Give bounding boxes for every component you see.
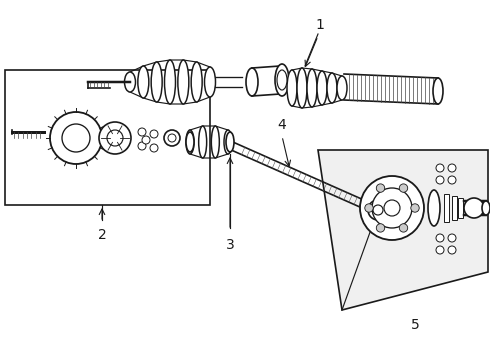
Ellipse shape — [50, 112, 102, 164]
Ellipse shape — [399, 224, 408, 232]
Ellipse shape — [372, 188, 412, 228]
Ellipse shape — [275, 64, 289, 96]
Ellipse shape — [124, 72, 136, 92]
Ellipse shape — [178, 60, 189, 104]
Ellipse shape — [246, 68, 258, 96]
Ellipse shape — [307, 69, 317, 107]
Ellipse shape — [436, 234, 444, 242]
Ellipse shape — [428, 190, 440, 226]
Bar — [452, 196, 457, 220]
Ellipse shape — [107, 130, 123, 146]
Ellipse shape — [373, 205, 383, 215]
Ellipse shape — [448, 164, 456, 172]
Ellipse shape — [376, 224, 385, 232]
Ellipse shape — [436, 176, 444, 184]
Ellipse shape — [277, 70, 287, 90]
Bar — [458, 198, 463, 218]
Ellipse shape — [337, 76, 347, 100]
Ellipse shape — [368, 200, 388, 220]
Ellipse shape — [224, 130, 232, 154]
Ellipse shape — [151, 62, 162, 102]
Ellipse shape — [399, 184, 408, 192]
Polygon shape — [318, 150, 488, 310]
Ellipse shape — [317, 71, 327, 105]
Bar — [444, 194, 449, 222]
Ellipse shape — [191, 62, 202, 102]
Ellipse shape — [384, 200, 400, 216]
Text: 3: 3 — [225, 238, 234, 252]
Ellipse shape — [211, 126, 220, 158]
Ellipse shape — [138, 128, 146, 136]
Ellipse shape — [297, 68, 307, 108]
Text: 5: 5 — [411, 318, 419, 332]
Ellipse shape — [482, 201, 490, 215]
Text: 4: 4 — [278, 118, 286, 132]
Bar — [5, 70, 210, 205]
Ellipse shape — [433, 78, 443, 104]
Ellipse shape — [448, 246, 456, 254]
Ellipse shape — [150, 144, 158, 152]
Ellipse shape — [204, 67, 216, 97]
Ellipse shape — [186, 132, 194, 152]
Ellipse shape — [186, 130, 194, 154]
Ellipse shape — [164, 130, 180, 146]
Ellipse shape — [327, 73, 337, 103]
Ellipse shape — [226, 132, 234, 152]
Ellipse shape — [376, 184, 385, 192]
Ellipse shape — [464, 198, 484, 218]
Text: 2: 2 — [98, 228, 106, 242]
Ellipse shape — [138, 66, 149, 98]
Ellipse shape — [165, 60, 175, 104]
Ellipse shape — [360, 176, 424, 240]
Ellipse shape — [411, 204, 419, 212]
Ellipse shape — [436, 246, 444, 254]
Ellipse shape — [168, 134, 176, 142]
Ellipse shape — [142, 136, 150, 144]
Ellipse shape — [365, 204, 373, 212]
Ellipse shape — [448, 176, 456, 184]
Ellipse shape — [287, 70, 297, 106]
Text: 1: 1 — [316, 18, 324, 32]
Ellipse shape — [138, 142, 146, 150]
Ellipse shape — [198, 126, 207, 158]
Ellipse shape — [150, 130, 158, 138]
Ellipse shape — [436, 164, 444, 172]
Ellipse shape — [99, 122, 131, 154]
Ellipse shape — [62, 124, 90, 152]
Ellipse shape — [448, 234, 456, 242]
